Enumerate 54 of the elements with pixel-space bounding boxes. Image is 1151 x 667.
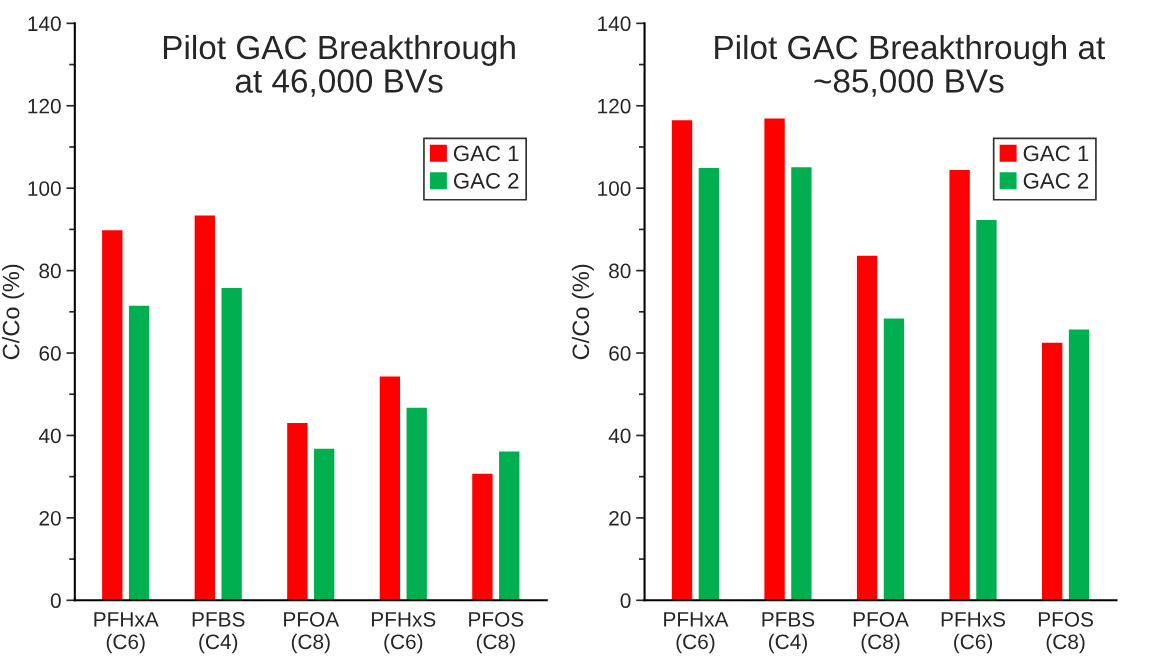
y-tick-label: 100: [598, 181, 631, 196]
bar: [764, 118, 785, 601]
bar: [499, 451, 520, 601]
y-tick-label: 120: [28, 98, 61, 114]
bar: [949, 170, 970, 601]
y-tick-label: 120: [598, 98, 631, 114]
y-tick-label: 0: [620, 593, 631, 609]
x-tick-label: PFHxA (C6): [94, 612, 159, 654]
bar: [472, 473, 493, 601]
y-tick-label: 40: [38, 428, 61, 444]
y-tick-label: 140: [28, 16, 61, 32]
bar: [698, 168, 720, 601]
legend-label: GAC 2: [1023, 172, 1089, 189]
y-tick-label: 100: [28, 181, 61, 196]
y-axis-title: C/Co (%): [2, 264, 25, 360]
bar: [314, 448, 335, 601]
bar: [194, 215, 215, 601]
x-tick-label: PFHxS (C6): [941, 611, 1006, 654]
bar: [406, 407, 427, 601]
x-tick-label: PFHxS (C6): [372, 611, 436, 654]
bar: [791, 167, 812, 601]
x-tick-label: PFBS (C4): [192, 611, 245, 654]
x-tick-label: PFOS (C8): [469, 611, 524, 654]
bar: [379, 376, 401, 601]
y-tick-label: 0: [50, 593, 61, 609]
y-tick-label: 20: [39, 510, 61, 526]
y-tick-label: 40: [608, 428, 631, 444]
x-tick-label: PFOS (C8): [1038, 611, 1093, 654]
bar: [128, 305, 150, 601]
bar: [976, 219, 997, 601]
y-tick-label: 60: [39, 346, 61, 361]
y-axis-title: C/Co (%): [571, 264, 594, 360]
bar: [287, 423, 308, 601]
x-tick-label: PFOA (C8): [853, 611, 909, 654]
y-tick-label: 60: [609, 346, 631, 361]
x-tick-label: PFBS (C4): [762, 611, 815, 654]
y-tick-label: 80: [609, 263, 631, 279]
bar: [221, 287, 242, 601]
legend-label: GAC 1: [1023, 145, 1089, 162]
legend-label: GAC 1: [453, 145, 519, 162]
bar: [102, 230, 123, 601]
bar: [883, 318, 905, 601]
y-tick-label: 20: [609, 510, 631, 526]
text: Pilot GAC Breakthrough at ~85,000 BVs: [715, 34, 1105, 97]
x-tick-label: PFHxA (C6): [664, 612, 729, 654]
y-tick-label: 140: [598, 16, 631, 32]
bar: [856, 255, 878, 601]
bar: [1068, 329, 1090, 601]
x-tick-label: PFOA (C8): [284, 611, 340, 654]
bar: [1041, 342, 1063, 601]
text: Pilot GAC Breakthrough at 46,000 BVs: [163, 34, 515, 97]
y-tick-label: 80: [39, 263, 61, 279]
bar: [671, 120, 693, 601]
legend-label: GAC 2: [453, 172, 519, 189]
